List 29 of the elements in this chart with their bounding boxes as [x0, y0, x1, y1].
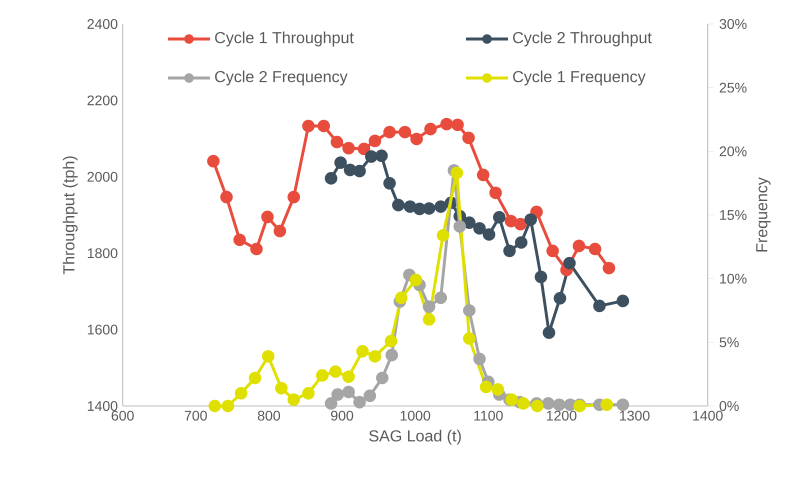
- x-tick-label: 1100: [474, 410, 503, 421]
- legend-label: Cycle 1 Throughput: [215, 32, 354, 46]
- y2-tick-label: 15%: [720, 210, 747, 220]
- y-tick-label: 1400: [88, 401, 118, 411]
- x-tick-label: 1400: [693, 410, 723, 421]
- y2-tick-label: 10%: [720, 274, 747, 284]
- x-tick-label: 600: [112, 410, 134, 421]
- x-tick-label: 700: [184, 410, 207, 421]
- y-tick-label: 2200: [88, 95, 118, 106]
- legend-label: Cycle 2 Throughput: [513, 32, 652, 46]
- y-tick-label: 2000: [88, 172, 118, 182]
- y2-axis-title: Frequency: [756, 177, 771, 252]
- x-tick-label: 1000: [400, 410, 430, 421]
- y-tick-label: 1800: [88, 248, 118, 258]
- x-tick-label: 1300: [620, 410, 650, 421]
- y2-tick-label: 25%: [720, 82, 747, 93]
- x-tick-label: 1200: [546, 410, 576, 421]
- y2-tick-label: 30%: [720, 19, 747, 29]
- legend-label: Cycle 2 Frequency: [215, 70, 348, 86]
- x-tick-label: 800: [258, 410, 280, 421]
- y2-tick-label: 20%: [720, 146, 747, 156]
- y2-tick-label: 5%: [720, 337, 739, 348]
- legend-label: Cycle 1 Frequency: [513, 70, 646, 86]
- y2-tick-label: 0%: [720, 401, 739, 411]
- y-tick-label: 2400: [88, 19, 118, 29]
- y-tick-label: 1600: [88, 324, 118, 335]
- x-tick-label: 900: [331, 410, 354, 421]
- y-axis-title: Throughput (tph): [62, 156, 78, 274]
- x-axis-title: SAG Load (t): [369, 430, 461, 445]
